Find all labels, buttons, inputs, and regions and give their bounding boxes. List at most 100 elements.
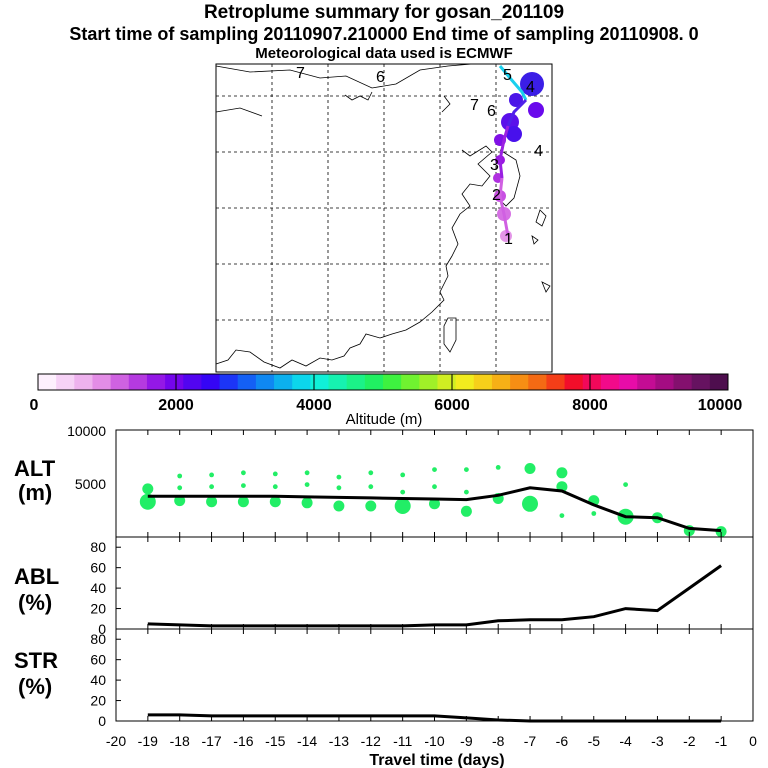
colorbar-cell xyxy=(691,374,711,390)
trajectory-point xyxy=(506,126,522,142)
colorbar-cell xyxy=(383,374,402,390)
alt-series-line xyxy=(147,486,722,533)
x-tick-label: -18 xyxy=(170,733,190,749)
alt-data-point xyxy=(174,495,186,507)
alt-data-point xyxy=(368,484,374,490)
colorbar-cell xyxy=(92,374,112,390)
alt-data-point xyxy=(142,483,154,495)
y-tick-label: 0 xyxy=(98,621,106,637)
colorbar-cell xyxy=(74,374,93,390)
colorbar-cell xyxy=(510,374,529,390)
str-ylabel-unit: (%) xyxy=(18,674,52,699)
trajectory-point xyxy=(500,230,512,242)
alt-data-point xyxy=(400,472,406,478)
x-tick-label: -13 xyxy=(329,733,349,749)
chart-title: Retroplume summary for gosan_201109 xyxy=(203,2,565,23)
x-tick-label: -15 xyxy=(265,733,285,749)
y-tick-label: 60 xyxy=(90,652,106,668)
alt-data-point xyxy=(177,473,183,479)
x-tick-label: -4 xyxy=(619,733,632,749)
alt-data-point xyxy=(241,483,246,488)
x-tick-label: -6 xyxy=(556,733,569,749)
colorbar-cell xyxy=(255,374,275,390)
colorbar-cell xyxy=(201,374,221,390)
y-tick-label: 40 xyxy=(90,672,106,688)
alt-data-point xyxy=(715,526,727,538)
colorbar-cell xyxy=(346,374,366,390)
alt-data-point xyxy=(464,489,469,495)
colorbar-tick-label: 0 xyxy=(30,397,39,414)
alt-data-point xyxy=(237,496,249,508)
map-gridlines xyxy=(216,64,552,372)
str-ylabel-top: STR xyxy=(14,648,58,673)
colorbar-tick-label: 6000 xyxy=(434,397,470,414)
alt-data-point xyxy=(365,500,377,512)
map-panel: 7 6 7 6 5 4 4 3 2 1 xyxy=(215,63,553,373)
colorbar-cell xyxy=(437,374,457,390)
alt-data-point xyxy=(432,484,437,490)
y-tick-label: 80 xyxy=(90,631,106,647)
x-tick-label: -8 xyxy=(492,733,505,749)
colorbar-cell xyxy=(709,374,729,390)
map-label-7b: 7 xyxy=(470,97,479,114)
y-tick-label: 20 xyxy=(90,601,106,617)
colorbar-cell xyxy=(619,374,638,390)
x-tick-label: -14 xyxy=(297,733,317,749)
colorbar-cell xyxy=(310,374,330,390)
colorbar-cell xyxy=(128,374,148,390)
alt-data-point xyxy=(304,470,310,476)
alt-data-point xyxy=(460,505,472,517)
colorbar-cell xyxy=(401,374,420,390)
alt-data-point xyxy=(559,513,565,518)
colorbar-cell xyxy=(165,374,184,390)
met-data-note: Meteorological data used is ECMWF xyxy=(255,45,513,62)
colorbar-cell xyxy=(328,374,348,390)
alt-data-point xyxy=(432,467,437,472)
map-label-4b: 4 xyxy=(534,143,543,160)
map-label-3: 3 xyxy=(490,157,499,174)
alt-panel: ALT (m) 5000 10000 xyxy=(14,423,754,538)
colorbar-cell xyxy=(237,374,257,390)
alt-data-point xyxy=(368,470,374,476)
map-frame xyxy=(215,63,553,373)
colorbar-cell xyxy=(183,374,202,390)
colorbar-cell xyxy=(364,374,384,390)
colorbar-tick-label: 10000 xyxy=(698,397,743,414)
alt-data-point xyxy=(209,472,215,478)
abl-panel: ABL (%) 0 20 40 60 80 xyxy=(14,536,754,637)
y-tick-label: 40 xyxy=(90,580,106,596)
colorbar-axis-label: Altitude (m) xyxy=(346,411,423,428)
colorbar-cell xyxy=(564,374,584,390)
colorbar-cell xyxy=(292,374,311,390)
colorbar-cell xyxy=(473,374,493,390)
colorbar-tick-label: 8000 xyxy=(572,397,608,414)
colorbar-cell xyxy=(110,374,130,390)
colorbar-cell xyxy=(528,374,547,390)
trajectory-point xyxy=(520,72,544,96)
x-tick-label: -10 xyxy=(424,733,444,749)
abl-series-line xyxy=(147,564,722,628)
colorbar-cell xyxy=(419,374,438,390)
alt-data-point xyxy=(333,500,345,512)
alt-data-point xyxy=(301,497,313,509)
alt-data-point xyxy=(209,484,215,490)
map-label-2: 2 xyxy=(492,187,501,204)
x-tick-label: -11 xyxy=(393,733,412,749)
alt-data-point xyxy=(522,495,538,512)
alt-data-point xyxy=(394,498,411,514)
trajectory-day-labels: 7 6 7 6 5 4 4 3 2 1 xyxy=(296,65,543,248)
x-tick-label: -5 xyxy=(588,733,601,749)
alt-data-point xyxy=(206,496,218,508)
map-label-7: 7 xyxy=(296,65,305,82)
alt-data-point xyxy=(623,482,628,487)
alt-ylabel-unit: (m) xyxy=(18,480,52,505)
x-tick-label: -9 xyxy=(460,733,473,749)
alt-data-point xyxy=(556,467,568,479)
str-panel: STR (%) 0 20 40 60 80 xyxy=(14,628,754,729)
colorbar-cell xyxy=(491,374,511,390)
map-label-5: 5 xyxy=(503,67,512,84)
alt-data-point xyxy=(591,511,597,516)
colorbar-frame xyxy=(37,373,729,391)
alt-ylabel-top: ALT xyxy=(14,456,56,481)
